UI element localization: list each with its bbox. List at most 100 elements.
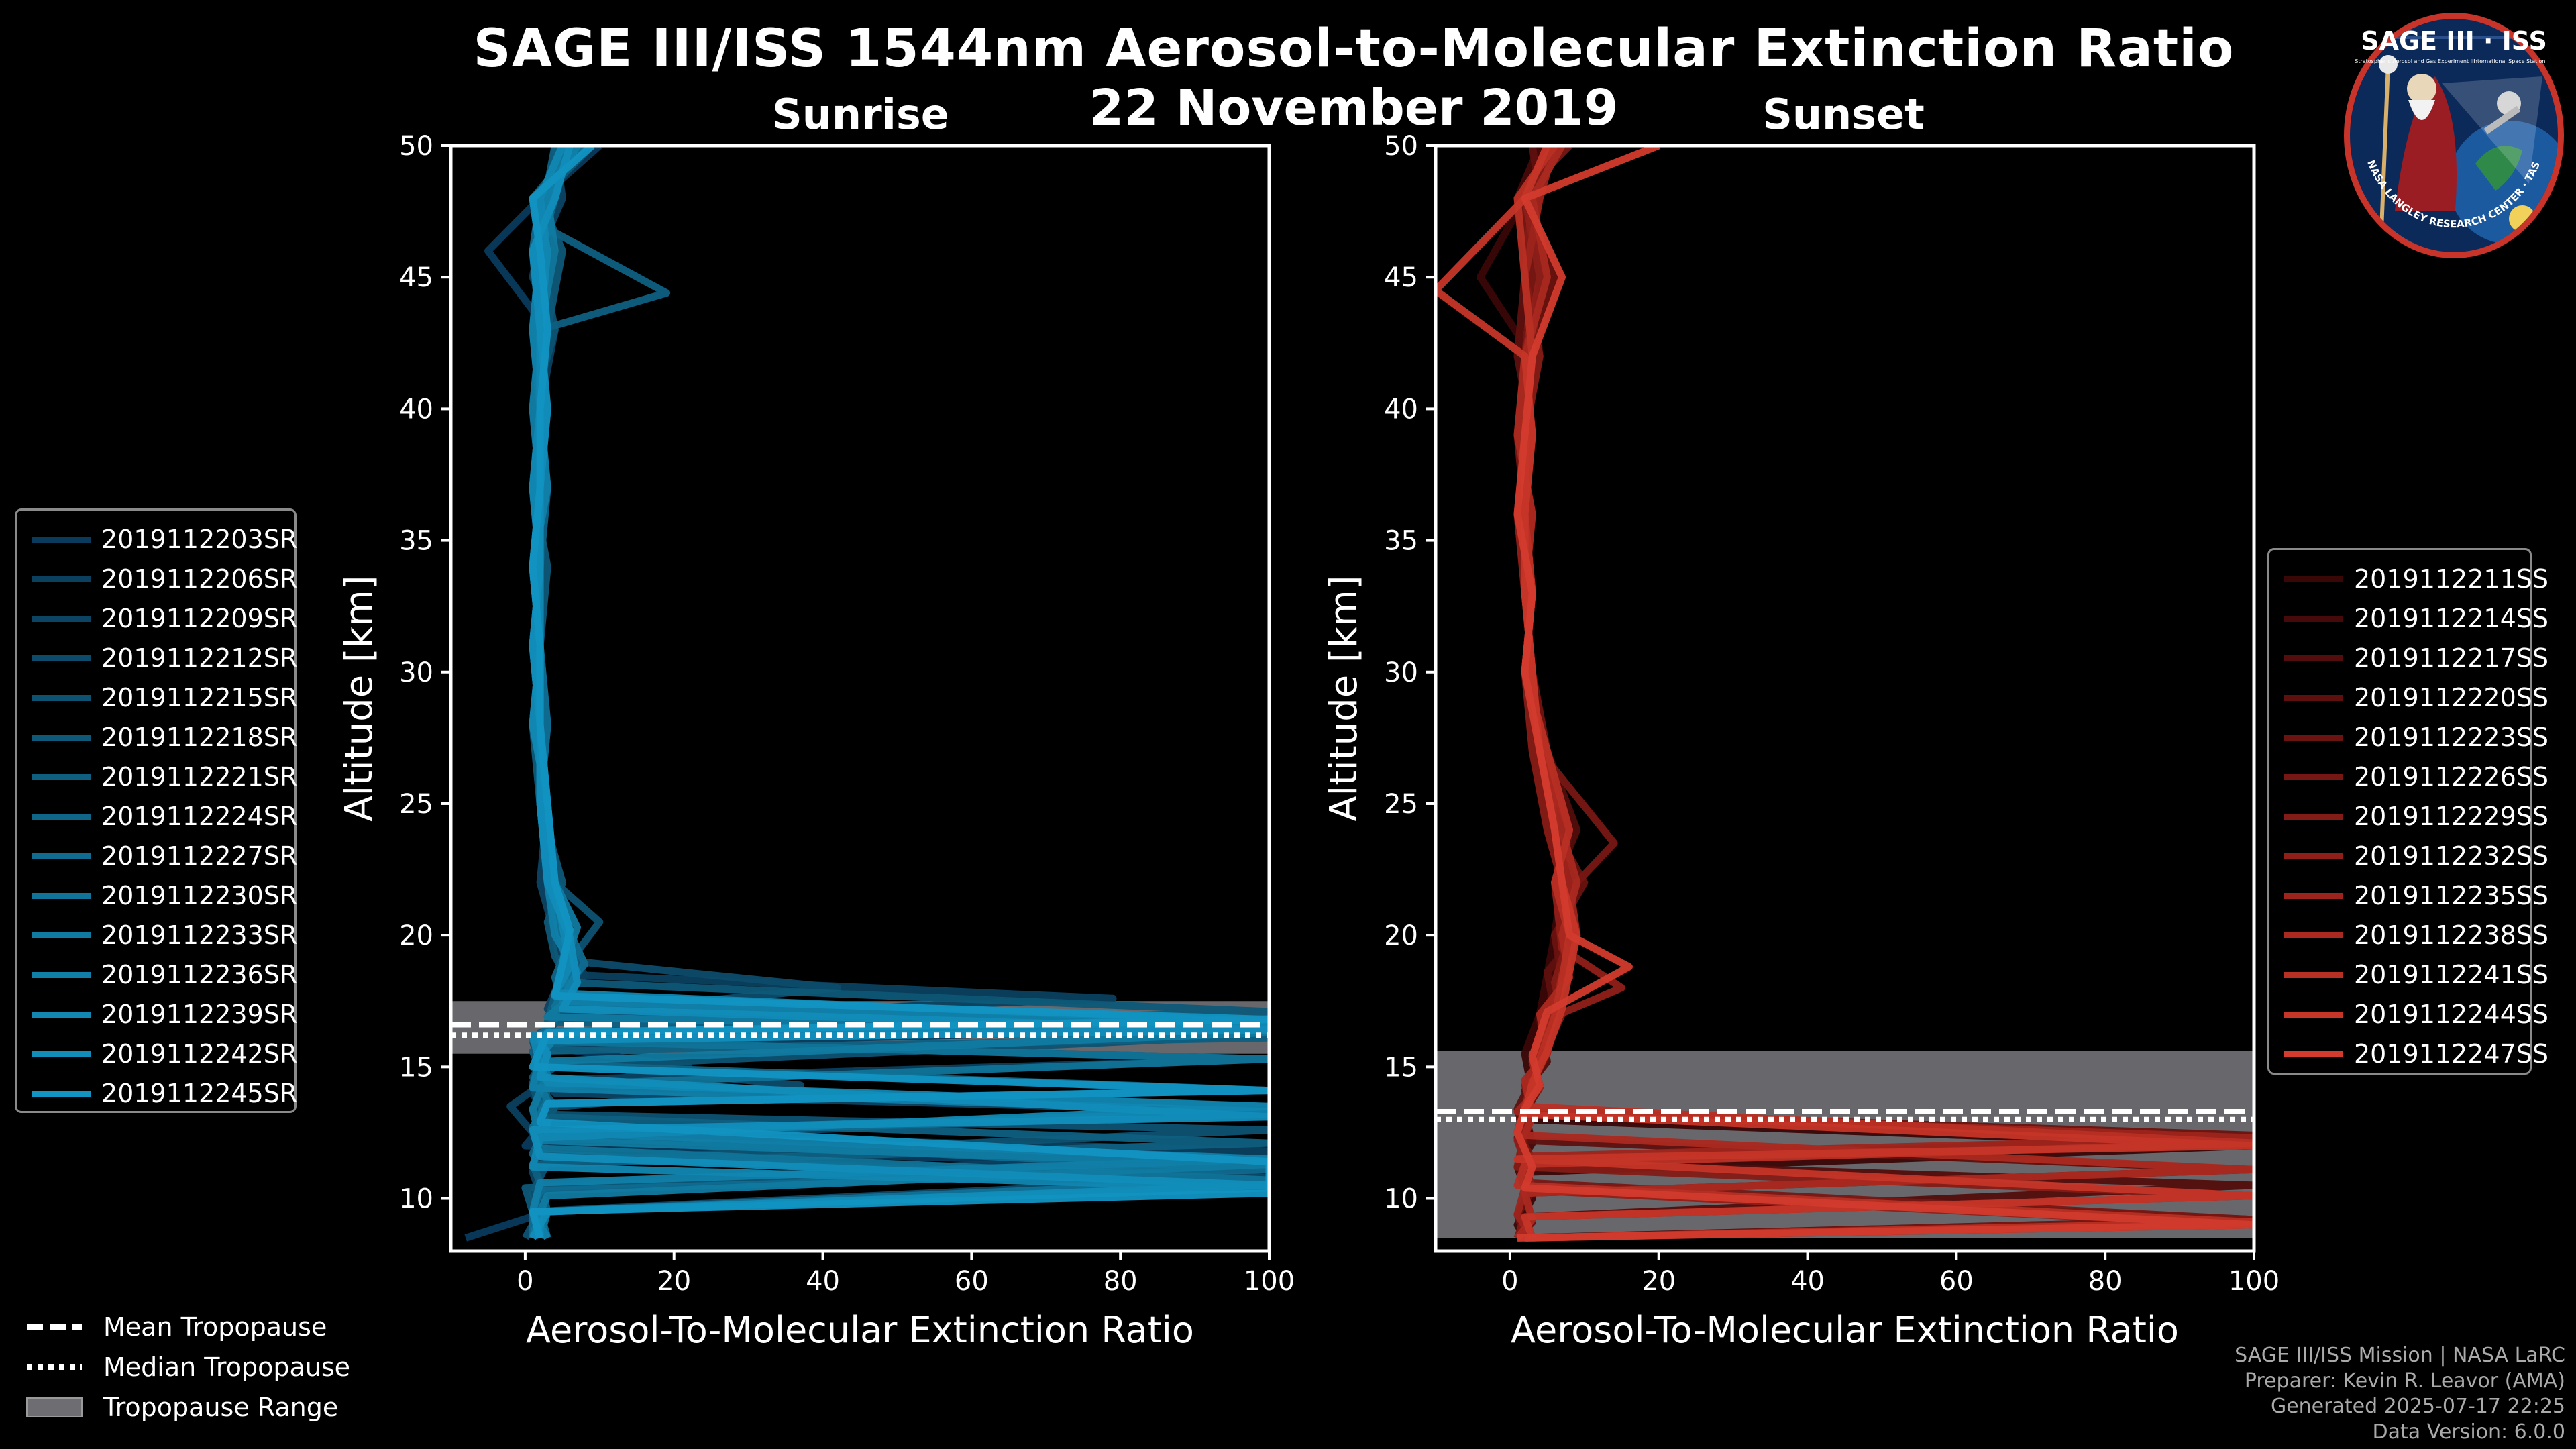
sunset-legend-label: 2019112217SS <box>2354 643 2549 673</box>
sunrise-legend-swatch <box>32 774 91 780</box>
sunrise-ytick-label: 30 <box>399 657 433 688</box>
sunset-ytick-label: 50 <box>1384 131 1418 162</box>
sunset-xtick-label: 60 <box>1939 1266 1974 1297</box>
credits: SAGE III/ISS Mission | NASA LaRC Prepare… <box>2235 1343 2565 1445</box>
sunset-legend-swatch <box>2284 814 2343 820</box>
sunset-legend-swatch <box>2284 655 2343 661</box>
sunset-xlabel: Aerosol-To-Molecular Extinction Ratio <box>1511 1309 2179 1351</box>
sunrise-legend-label: 2019112203SR <box>101 525 298 554</box>
sunrise-legend-swatch <box>32 537 91 543</box>
sunset-ytick-label: 45 <box>1384 262 1418 293</box>
sunset-xtick-label: 40 <box>1790 1266 1825 1297</box>
sunset-ytick-label: 35 <box>1384 526 1418 557</box>
sunrise-series-2019112245SR <box>529 146 1269 1239</box>
sunrise-subtitle: Sunrise <box>772 90 949 139</box>
sunrise-series-group <box>464 146 1269 1242</box>
sunset-ytick-label: 25 <box>1384 789 1418 820</box>
sunset-legend-label: 2019112229SS <box>2354 802 2549 831</box>
sunset-legend-label: 2019112226SS <box>2354 762 2549 792</box>
sunset-legend-swatch <box>2284 893 2343 899</box>
sunset-xtick-label: 100 <box>2229 1266 2279 1297</box>
sunset-legend: 2019112211SS 2019112214SS 2019112217SS 2019… <box>2267 548 2548 1075</box>
sunrise-legend: 2019112203SR 2019112206SR 2019112209SR 2019… <box>15 508 297 1113</box>
sunrise-legend-label: 2019112224SR <box>101 802 298 831</box>
sunrise-axes-frame <box>449 144 1271 1253</box>
sunrise-ytick-label: 20 <box>399 920 433 951</box>
sunset-legend-swatch <box>2284 1012 2343 1018</box>
sunrise-legend-swatch <box>32 616 91 622</box>
sunrise-legend-label: 2019112227SR <box>101 841 298 871</box>
sunrise-legend-swatch <box>32 972 91 978</box>
logo-subtitle: Stratospheric Aerosol and Gas Experiment… <box>2355 58 2475 64</box>
sunset-legend-label: 2019112220SS <box>2354 683 2549 712</box>
sunset-legend-swatch <box>2284 972 2343 978</box>
sunrise-legend-label: 2019112233SR <box>101 920 298 950</box>
logo-title: SAGE III · ISS <box>2361 26 2547 56</box>
sunrise-legend-swatch <box>32 932 91 938</box>
sunset-ytick-label: 30 <box>1384 657 1418 688</box>
sunrise-ytick-label: 10 <box>399 1184 433 1215</box>
sunrise-legend-swatch <box>32 1091 91 1097</box>
sunset-legend-label: 2019112247SS <box>2354 1039 2549 1069</box>
sunrise-legend-label: 2019112221SR <box>101 762 298 792</box>
sage-logo: SAGE III · ISS Stratospheric Aerosol and… <box>2337 0 2567 262</box>
sunrise-legend-swatch <box>32 695 91 701</box>
sunset-xtick-label: 20 <box>1642 1266 1676 1297</box>
sunset-legend-label: 2019112241SS <box>2354 960 2549 989</box>
sunrise-legend-label: 2019112245SR <box>101 1079 298 1108</box>
sunset-ytick-label: 15 <box>1384 1052 1418 1083</box>
sunrise-legend-label: 2019112215SR <box>101 683 298 712</box>
sunset-legend-label: 2019112235SS <box>2354 881 2549 910</box>
dashed-line-swatch <box>27 1324 82 1330</box>
sunset-ytick-label: 10 <box>1384 1184 1418 1215</box>
sunrise-legend-label: 2019112230SR <box>101 881 298 910</box>
sunset-legend-label: 2019112244SS <box>2354 1000 2549 1029</box>
figure-title: SAGE III/ISS 1544nm Aerosol-to-Molecular… <box>473 19 2235 79</box>
sunrise-legend-swatch <box>32 1051 91 1057</box>
sunset-panel: 0 20 40 60 80 100 10 15 20 25 30 35 40 45 50 Aerosol-To… <box>1322 131 2279 1351</box>
credit-mission: SAGE III/ISS Mission | NASA LaRC <box>2235 1344 2565 1367</box>
sunrise-series-2019112242SR <box>529 146 1269 1240</box>
sunrise-ytick-label: 50 <box>399 131 433 162</box>
sunrise-xlabel: Aerosol-To-Molecular Extinction Ratio <box>526 1309 1194 1351</box>
sunrise-ytick-label: 15 <box>399 1052 433 1083</box>
key-range-label: Tropopause Range <box>103 1393 339 1422</box>
key-mean-label: Mean Tropopause <box>103 1312 327 1342</box>
sunset-ylabel: Altitude [km] <box>1322 575 1366 821</box>
sunset-legend-swatch <box>2284 616 2343 622</box>
sunset-ytick-label: 40 <box>1384 394 1418 425</box>
sunset-legend-swatch <box>2284 1051 2343 1057</box>
sunrise-xtick-label: 20 <box>657 1266 691 1297</box>
sunrise-xtick-label: 40 <box>806 1266 840 1297</box>
sunset-xtick-label: 0 <box>1501 1266 1518 1297</box>
sunrise-ytick-label: 40 <box>399 394 433 425</box>
sunrise-xtick-label: 100 <box>1244 1266 1295 1297</box>
sunrise-legend-label: 2019112206SR <box>101 564 298 594</box>
sunrise-panel: 0 20 40 60 80 100 10 15 20 25 30 35 40 45 50 Aerosol-To… <box>337 131 1295 1351</box>
sunset-legend-swatch <box>2284 735 2343 741</box>
sunset-xtick-label: 80 <box>2088 1266 2123 1297</box>
sunrise-legend-swatch <box>32 576 91 582</box>
sunrise-legend-label: 2019112209SR <box>101 604 298 633</box>
sunrise-legend-swatch <box>32 655 91 661</box>
sunrise-legend-label: 2019112236SR <box>101 960 298 989</box>
sunrise-legend-swatch <box>32 735 91 741</box>
key-median-label: Median Tropopause <box>103 1352 350 1382</box>
sunrise-legend-label: 2019112239SR <box>101 1000 298 1029</box>
range-swatch <box>26 1397 83 1417</box>
sunrise-ytick-label: 25 <box>399 789 433 820</box>
sunrise-legend-swatch <box>32 853 91 859</box>
sunrise-ylabel: Altitude [km] <box>337 575 381 821</box>
sunset-series-group <box>1436 146 2254 1242</box>
sunrise-legend-label: 2019112212SR <box>101 643 298 673</box>
sunrise-legend-swatch <box>32 814 91 820</box>
sunset-legend-swatch <box>2284 853 2343 859</box>
sunrise-legend-swatch <box>32 893 91 899</box>
credit-generated: Generated 2025-07-17 22:25 <box>2270 1395 2565 1418</box>
sunrise-ytick-label: 45 <box>399 262 433 293</box>
sunset-ytick-label: 20 <box>1384 920 1418 951</box>
sunset-legend-label: 2019112238SS <box>2354 920 2549 950</box>
tropopause-key: Mean Tropopause Median Tropopause Tropop… <box>0 1307 402 1434</box>
sunset-legend-label: 2019112223SS <box>2354 722 2549 752</box>
